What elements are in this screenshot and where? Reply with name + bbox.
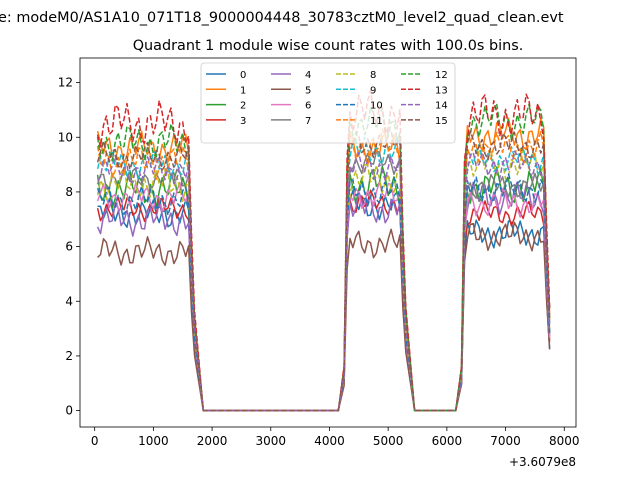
y-tick-label: 10 <box>58 130 73 144</box>
axis-ticks: 0 1000 2000 3000 4000 5000 6000 7000 8000 0 2 4 6 8 10… <box>58 76 580 448</box>
legend-label-0: 0 <box>240 70 246 81</box>
legend-frame <box>200 62 456 144</box>
y-tick-label: 4 <box>65 294 73 308</box>
series-line-14 <box>97 150 551 412</box>
x-tick-label: 8000 <box>549 434 580 448</box>
series-line-10 <box>96 173 551 412</box>
x-tick-label: 7000 <box>490 434 521 448</box>
legend-label-4: 4 <box>305 70 311 81</box>
series-lines <box>96 89 551 412</box>
x-tick-label: 2000 <box>197 434 228 448</box>
legend-label-15: 15 <box>435 116 448 127</box>
y-tick-label: 2 <box>65 349 73 363</box>
legend-label-2: 2 <box>240 101 246 112</box>
series-line-5 <box>97 221 551 412</box>
legend-label-3: 3 <box>240 116 246 127</box>
legend-label-9: 9 <box>370 85 376 96</box>
series-line-3 <box>96 189 551 412</box>
y-tick-label: 8 <box>65 185 73 199</box>
legend-label-10: 10 <box>370 101 383 112</box>
legend-label-13: 13 <box>435 85 448 96</box>
figure-suptitle: Data from file: modeM0/AS1A10_071T18_900… <box>0 10 564 26</box>
chart-title: Quadrant 1 module wise count rates with … <box>133 38 524 54</box>
legend-label-5: 5 <box>305 85 311 96</box>
legend-label-8: 8 <box>370 70 376 81</box>
series-line-15 <box>96 129 551 412</box>
x-tick-label: 6000 <box>432 434 463 448</box>
series-line-8 <box>96 147 551 412</box>
x-tick-label: 1000 <box>138 434 169 448</box>
legend-label-7: 7 <box>305 116 311 127</box>
plot-frame <box>79 57 577 428</box>
series-line-1 <box>96 117 551 412</box>
legend-label-11: 11 <box>370 116 383 127</box>
y-tick-label: 12 <box>58 76 73 90</box>
legend-label-1: 1 <box>240 85 246 96</box>
legend-label-12: 12 <box>435 70 448 81</box>
series-line-9 <box>96 136 551 412</box>
x-tick-label: 0 <box>91 434 99 448</box>
x-tick-label: 5000 <box>373 434 404 448</box>
series-line-2 <box>96 165 551 412</box>
y-tick-label: 0 <box>65 404 73 418</box>
x-tick-label: 3000 <box>255 434 286 448</box>
x-tick-label: 4000 <box>314 434 345 448</box>
legend-label-6: 6 <box>305 101 311 112</box>
y-tick-label: 6 <box>65 240 73 254</box>
legend-label-14: 14 <box>435 101 448 112</box>
x-offset-label: +3.6079e8 <box>509 455 576 469</box>
